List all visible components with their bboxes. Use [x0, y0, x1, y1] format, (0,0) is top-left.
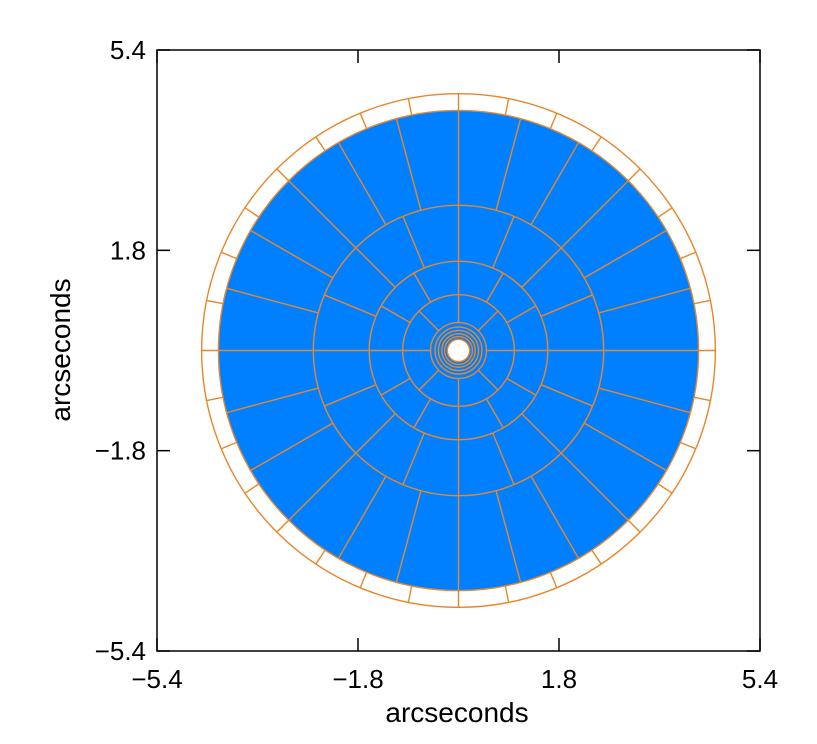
y-tick-label-3: 5.4 [110, 35, 146, 65]
y-axis-title: arcseconds [45, 278, 76, 421]
sector-line-5-5 [591, 136, 602, 152]
sector-line-5-2 [680, 251, 697, 260]
sector-line-4-7 [395, 118, 422, 211]
sector-line-5-31 [693, 396, 711, 402]
sector-line-1-5 [418, 369, 440, 391]
sector-line-5-23 [407, 585, 413, 603]
sector-line-4-2 [583, 229, 667, 279]
sector-line-5-21 [315, 549, 326, 565]
sector-lines-layer [201, 93, 716, 608]
ring-1 [443, 335, 474, 366]
tick-labels-layer: −5.4 −1.8 1.8 5.4 −5.4 −1.8 1.8 5.4 [95, 35, 778, 694]
x-tick-label-2: 1.8 [541, 664, 577, 694]
sector-line-5-30 [680, 441, 697, 450]
ring-4 [434, 326, 483, 375]
sector-line-5-27 [591, 549, 602, 565]
sector-line-2-1 [506, 305, 537, 324]
ring-0 [446, 338, 471, 363]
sector-line-5-11 [315, 136, 326, 152]
sector-line-4-19 [495, 490, 522, 583]
sector-line-4-21 [560, 452, 629, 521]
x-tick-label-1: −1.8 [332, 664, 383, 694]
plot-frame [156, 49, 761, 652]
sector-line-3-13 [492, 432, 515, 485]
sector-line-3-9 [324, 384, 377, 407]
sector-line-4-5 [495, 118, 522, 211]
sector-line-4-23 [598, 387, 691, 414]
sector-line-3-5 [402, 216, 425, 269]
sector-line-3-15 [540, 384, 593, 407]
sector-line-5-13 [244, 207, 260, 218]
sector-line-4-9 [288, 180, 357, 249]
sector-line-3-6 [355, 247, 396, 288]
y-tick-label-1: −1.8 [95, 436, 146, 466]
sector-line-5-25 [504, 585, 510, 603]
sector-line-4-15 [288, 452, 357, 521]
sector-line-5-3 [657, 207, 673, 218]
sector-line-4-17 [395, 490, 422, 583]
sector-line-4-14 [250, 422, 334, 472]
ring-10 [200, 92, 717, 609]
sector-line-5-7 [504, 98, 510, 116]
sector-line-5-28 [627, 519, 641, 533]
sector-line-4-13 [226, 387, 319, 414]
x-tick-label-3: 5.4 [742, 664, 778, 694]
sector-line-3-7 [324, 294, 377, 317]
x-axis-title: arcseconds [385, 697, 528, 728]
y-tick-label-2: 1.8 [110, 235, 146, 265]
sector-line-5-1 [693, 299, 711, 305]
sector-line-5-14 [220, 251, 237, 260]
sector-line-1-1 [477, 310, 499, 332]
sector-line-5-12 [276, 168, 290, 182]
sector-line-3-3 [492, 216, 515, 269]
sector-line-2-2 [485, 272, 504, 303]
sector-line-4-4 [530, 142, 580, 226]
sector-line-2-5 [380, 305, 411, 324]
sector-line-4-8 [337, 142, 387, 226]
ring-2 [441, 333, 476, 368]
sector-line-4-16 [337, 475, 387, 559]
sector-line-4-20 [530, 475, 580, 559]
sector-line-5-10 [359, 112, 368, 129]
sector-line-3-2 [521, 247, 562, 288]
sector-line-2-7 [380, 377, 411, 396]
x-tick-label-0: −5.4 [131, 664, 182, 694]
ticks-layer [156, 49, 761, 652]
sector-line-4-22 [583, 422, 667, 472]
sector-line-4-11 [226, 287, 319, 314]
y-tick-label-0: −5.4 [95, 636, 146, 666]
sector-line-4-3 [560, 180, 629, 249]
sector-line-3-1 [540, 294, 593, 317]
sector-line-5-15 [206, 299, 224, 305]
sector-line-1-7 [477, 369, 499, 391]
sector-line-2-11 [506, 377, 537, 396]
sector-line-2-8 [413, 398, 432, 429]
sector-line-5-29 [657, 483, 673, 494]
sector-line-3-10 [355, 413, 396, 454]
sector-line-2-4 [413, 272, 432, 303]
sector-line-5-17 [206, 396, 224, 402]
sector-line-4-1 [598, 287, 691, 314]
sector-line-2-10 [485, 398, 504, 429]
sector-line-5-9 [407, 98, 413, 116]
sector-line-5-6 [549, 112, 558, 129]
sector-line-5-4 [627, 168, 641, 182]
sector-line-5-26 [549, 572, 558, 589]
sector-line-4-10 [250, 229, 334, 279]
sector-line-5-20 [276, 519, 290, 533]
sector-line-5-22 [359, 572, 368, 589]
sector-line-5-19 [244, 483, 260, 494]
sector-line-3-11 [402, 432, 425, 485]
sector-line-3-14 [521, 413, 562, 454]
sector-line-1-3 [418, 310, 440, 332]
ring-3 [437, 329, 480, 372]
sector-line-5-18 [220, 441, 237, 450]
